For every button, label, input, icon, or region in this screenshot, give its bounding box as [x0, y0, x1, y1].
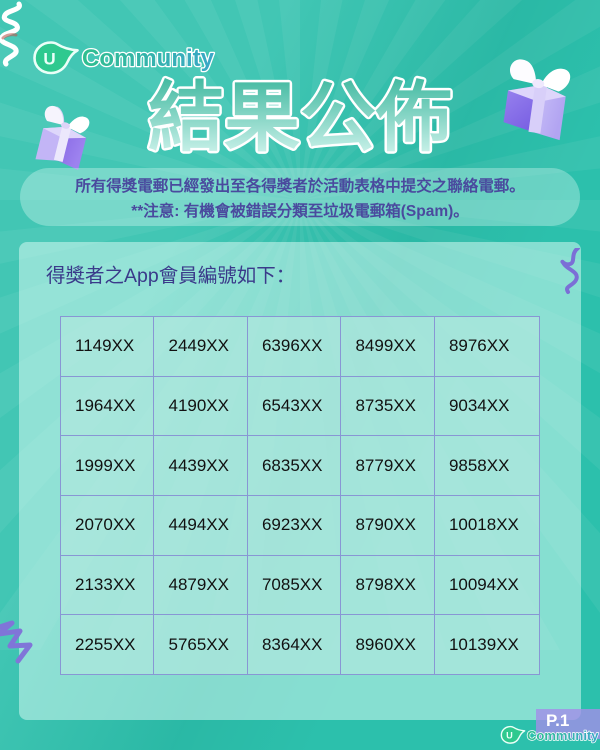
svg-text:U: U: [506, 731, 513, 741]
svg-text:結果公佈: 結果公佈: [148, 76, 452, 161]
svg-text:Community: Community: [527, 728, 599, 743]
